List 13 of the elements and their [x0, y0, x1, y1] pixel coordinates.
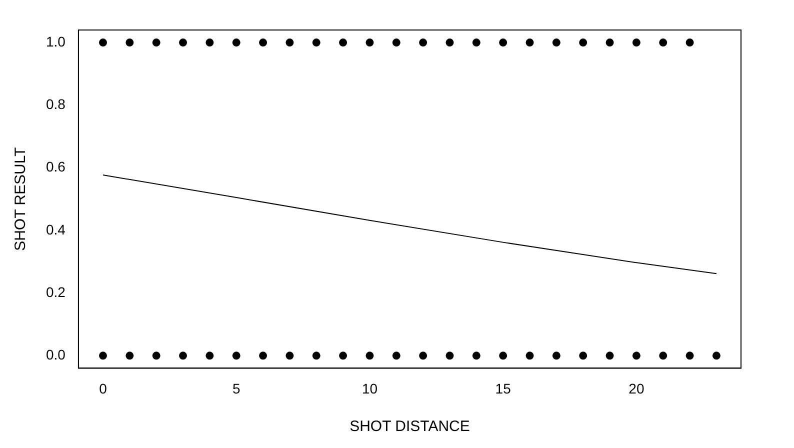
y-tick-label: 0.4	[46, 221, 66, 238]
y-tick-label: 0.2	[46, 284, 66, 300]
x-tick-label: 15	[495, 380, 512, 396]
y-tick-label: 0.0	[46, 346, 66, 363]
y-axis-title: SHOT RESULT	[12, 147, 30, 251]
x-tick-label: 0	[99, 380, 108, 396]
y-tick-label: 0.8	[46, 96, 66, 112]
x-axis-title: SHOT DISTANCE	[350, 418, 470, 436]
y-tick-label: 0.6	[46, 158, 66, 175]
y-tick-label: 1.0	[46, 33, 66, 50]
x-tick-label: 20	[628, 380, 644, 396]
x-tick-label: 5	[232, 380, 240, 396]
x-tick-label: 10	[362, 380, 378, 396]
